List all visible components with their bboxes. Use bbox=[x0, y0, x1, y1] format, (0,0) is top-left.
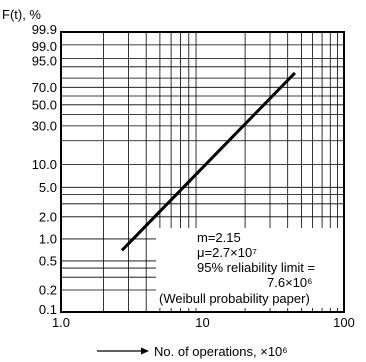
y-tick-label: 50.0 bbox=[32, 97, 57, 112]
x-tick-label: 1.0 bbox=[52, 315, 70, 330]
annotation-reliability-limit: 95% reliability limit = bbox=[197, 260, 315, 275]
y-tick-label: 70.0 bbox=[32, 80, 57, 95]
y-tick-label: 0.5 bbox=[39, 253, 57, 268]
annotation-shape-parameter: m=2.15 bbox=[197, 230, 241, 245]
y-tick-label: 95.0 bbox=[32, 53, 57, 68]
y-tick-label: 30.0 bbox=[32, 118, 57, 133]
plot-area-frame bbox=[60, 31, 345, 313]
y-tick-label: 0.1 bbox=[39, 302, 57, 317]
y-tick-label: 0.2 bbox=[39, 283, 57, 298]
x-tick-label: 100 bbox=[333, 315, 355, 330]
series-layer bbox=[120, 71, 296, 252]
x-axis-label: No. of operations, ×10⁶ bbox=[154, 344, 288, 359]
annotation-paper-type: (Weibull probability paper) bbox=[159, 291, 310, 306]
weibull-fit-line bbox=[120, 71, 296, 252]
y-tick-label: 99.9 bbox=[32, 22, 57, 37]
y-tick-label: 10.0 bbox=[32, 157, 57, 172]
annotation-reliability-value: 7.6×10⁶ bbox=[267, 275, 312, 290]
tick-labels: 99.9 99.095.0 70.0 50.0 30.0 10.0 5.0 2.0 1.0 0.5… bbox=[32, 22, 355, 330]
x-axis-arrow-head bbox=[141, 347, 149, 355]
y-tick-label: 99.0 bbox=[32, 39, 57, 54]
x-tick-label: 10 bbox=[195, 315, 209, 330]
y-tick-label: 1.0 bbox=[39, 231, 57, 246]
y-tick-label: 2.0 bbox=[39, 209, 57, 224]
y-axis-label: F(t), % bbox=[2, 7, 41, 22]
annotation-background bbox=[156, 228, 343, 308]
annotation-box: m=2.15 μ=2.7×10⁷ 95% reliability limit =… bbox=[156, 228, 343, 308]
x-axis-label-group: No. of operations, ×10⁶ bbox=[97, 344, 288, 359]
y-tick-label: 5.0 bbox=[39, 180, 57, 195]
annotation-mean-life: μ=2.7×10⁷ bbox=[197, 245, 257, 260]
